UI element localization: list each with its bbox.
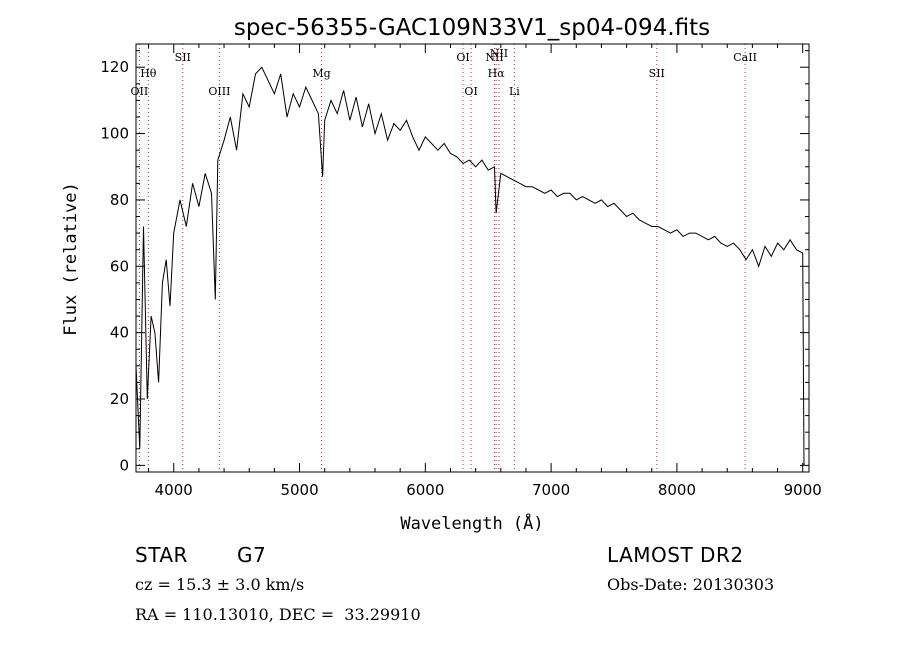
y-tick-label-120: 120 <box>100 58 129 76</box>
redshift-readout: cz = 15.3 ± 3.0 km/s <box>135 575 305 594</box>
plot-frame <box>135 43 810 473</box>
x-tick-label-4000: 4000 <box>155 481 193 499</box>
line-label-2: SII <box>175 51 191 64</box>
spectrum-line <box>135 66 805 466</box>
line-label-5: OI <box>456 51 469 64</box>
line-label-3: OIII <box>208 85 230 98</box>
y-axis: 0 20 40 60 80 100 120 <box>100 50 809 474</box>
line-label-1: Hθ <box>140 67 157 80</box>
x-tick-label-8000: 8000 <box>658 481 696 499</box>
line-label-9: NII <box>490 47 508 60</box>
line-label-0: OII <box>131 85 149 98</box>
line-label-12: CaII <box>733 51 757 64</box>
line-label-6: OI <box>464 85 477 98</box>
y-tick-label-0: 0 <box>119 456 129 474</box>
object-class: STAR <box>135 543 188 567</box>
x-tick-label-6000: 6000 <box>406 481 444 499</box>
coordinates-readout: RA = 110.13010, DEC = 33.29910 <box>135 605 421 624</box>
y-tick-label-80: 80 <box>110 191 129 209</box>
y-tick-label-40: 40 <box>110 324 129 342</box>
x-tick-label-9000: 9000 <box>784 481 822 499</box>
x-axis: 4000 5000 6000 7000 8000 9000 <box>148 44 822 499</box>
spectral-subclass: G7 <box>237 543 267 567</box>
x-axis-label: Wavelength (Å) <box>400 512 543 534</box>
line-label-8: Hα <box>488 67 506 80</box>
y-tick-label-100: 100 <box>100 125 129 143</box>
line-label-10: Li <box>509 85 520 98</box>
line-label-11: SII <box>649 67 665 80</box>
data-release: LAMOST DR2 <box>607 543 744 567</box>
y-axis-label: Flux (relative) <box>61 182 81 336</box>
y-tick-label-20: 20 <box>110 390 129 408</box>
line-label-4: Mg <box>312 67 330 80</box>
x-tick-label-7000: 7000 <box>532 481 570 499</box>
x-tick-label-5000: 5000 <box>280 481 318 499</box>
y-tick-label-60: 60 <box>110 257 129 275</box>
chart-title: spec-56355-GAC109N33V1_sp04-094.fits <box>234 15 710 41</box>
obs-date: Obs-Date: 20130303 <box>607 575 775 594</box>
